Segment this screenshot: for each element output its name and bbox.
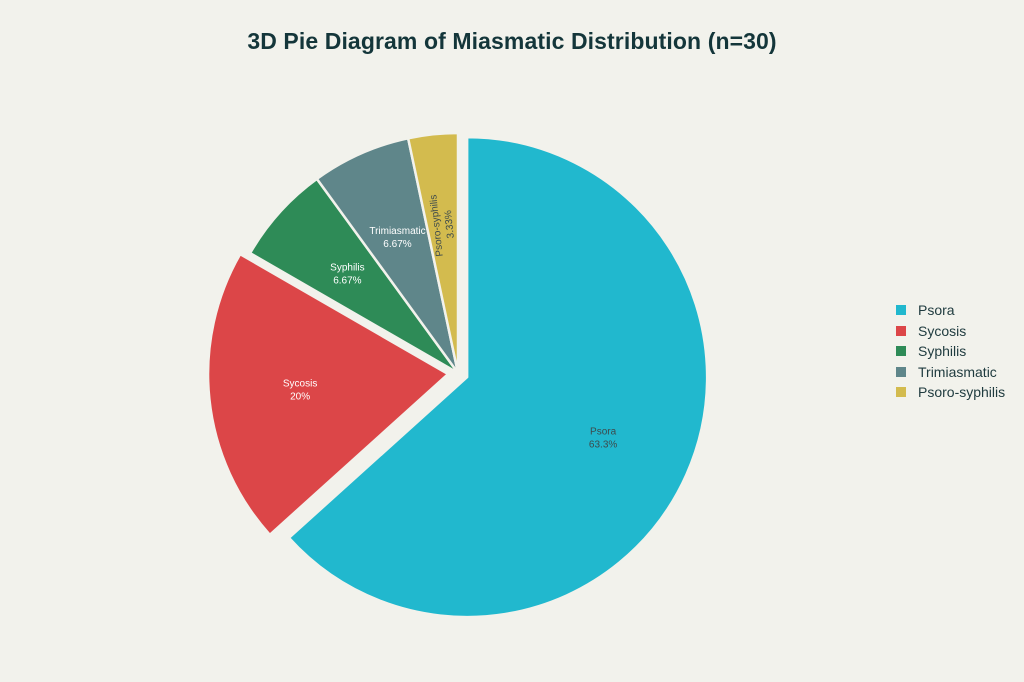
slice-label-trimiasmatic: Trimiasmatic 6.67%	[369, 226, 425, 250]
legend-label: Trimiasmatic	[918, 363, 997, 380]
slice-label-syphilis: Syphilis 6.67%	[330, 262, 364, 286]
legend-swatch	[896, 305, 906, 316]
pie-slice-sycosis	[206, 252, 450, 537]
pie-slices	[206, 131, 709, 619]
slice-label-value: 3.33%	[443, 209, 457, 238]
legend-swatch	[896, 325, 906, 336]
slice-label-name: Sycosis	[283, 379, 317, 390]
slice-label-name: Psora	[590, 427, 617, 438]
legend-label: Psora	[918, 302, 955, 319]
slice-label-value: 20%	[290, 392, 310, 403]
legend-swatch	[896, 387, 906, 398]
slice-label-name: Syphilis	[330, 262, 364, 273]
slice-label-sycosis: Sycosis 20%	[283, 379, 317, 403]
legend-label: Syphilis	[918, 343, 967, 360]
chart-legend: Psora Sycosis Syphilis Trimiasmatic Psoro-sy…	[896, 300, 1005, 403]
chart-title: 3D Pie Diagram of Miasmatic Distribution…	[247, 28, 777, 54]
pie-slice-psora	[287, 135, 709, 619]
legend-item-psora[interactable]: Psora	[896, 300, 1005, 321]
pie-slice-labels: Psora63.3%Sycosis20%Syphilis6.67%Trimias…	[283, 194, 618, 451]
legend-item-sycosis[interactable]: Sycosis	[896, 321, 1005, 342]
slice-label-value: 63.3%	[589, 440, 617, 451]
legend-label: Psoro-syphilis	[918, 384, 1006, 401]
legend-swatch	[896, 346, 906, 357]
legend-item-syphilis[interactable]: Syphilis	[896, 341, 1005, 362]
slice-label-psora: Psora 63.3%	[589, 427, 617, 451]
pie-slice-psoro-syphilis	[406, 131, 460, 375]
legend-label: Sycosis	[918, 322, 967, 339]
slice-label-name: Trimiasmatic	[369, 226, 425, 237]
legend-swatch	[896, 366, 906, 377]
legend-item-trimiasmatic[interactable]: Trimiasmatic	[896, 362, 1005, 383]
slice-label-value: 6.67%	[333, 275, 361, 286]
slice-label-value: 6.67%	[383, 239, 411, 250]
legend-item-psoro-syphilis[interactable]: Psoro-syphilis	[896, 382, 1005, 403]
